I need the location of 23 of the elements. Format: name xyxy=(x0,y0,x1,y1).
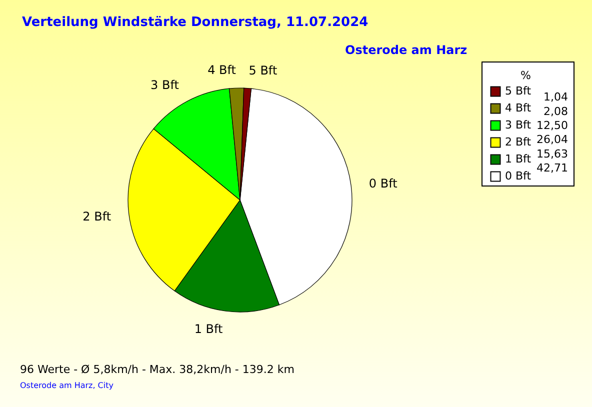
legend-label: 2 Bft xyxy=(505,136,532,148)
legend-label: 0 Bft xyxy=(505,170,532,182)
data-label: 12,50 xyxy=(536,119,568,132)
slice-label: 2 Bft xyxy=(82,210,112,224)
chart-subtitle: Osterode am Harz xyxy=(345,43,468,57)
chart-title: Verteilung Windstärke Donnerstag, 11.07.2024 xyxy=(22,15,368,30)
text: 96 Werte - Ø 5,8km/h - Max. 38,2km/h - 139.2 km xyxy=(20,363,294,376)
data-label: 1,04 xyxy=(544,90,568,104)
data-label: 15,63 xyxy=(536,147,568,160)
legend-title: % xyxy=(520,69,531,82)
data-label: 26,04 xyxy=(536,133,568,146)
legend-label: 4 Bft xyxy=(505,102,532,114)
slice-label: 4 Bft xyxy=(208,63,236,78)
slice-label: 1 Bft xyxy=(194,322,224,336)
legend-label: 3 Bft xyxy=(505,118,532,132)
legend-label: 5 Bft xyxy=(505,84,532,98)
data-label: 2,08 xyxy=(544,104,568,118)
legend-label: 1 Bft xyxy=(505,152,532,166)
data-label: 42,71 xyxy=(536,162,568,175)
slice-label: 5 Bft xyxy=(248,63,278,78)
text: Osterode am Harz, City xyxy=(20,381,114,390)
slice-label: 3 Bft xyxy=(150,78,180,92)
slice-label: 0 Bft xyxy=(368,176,398,190)
